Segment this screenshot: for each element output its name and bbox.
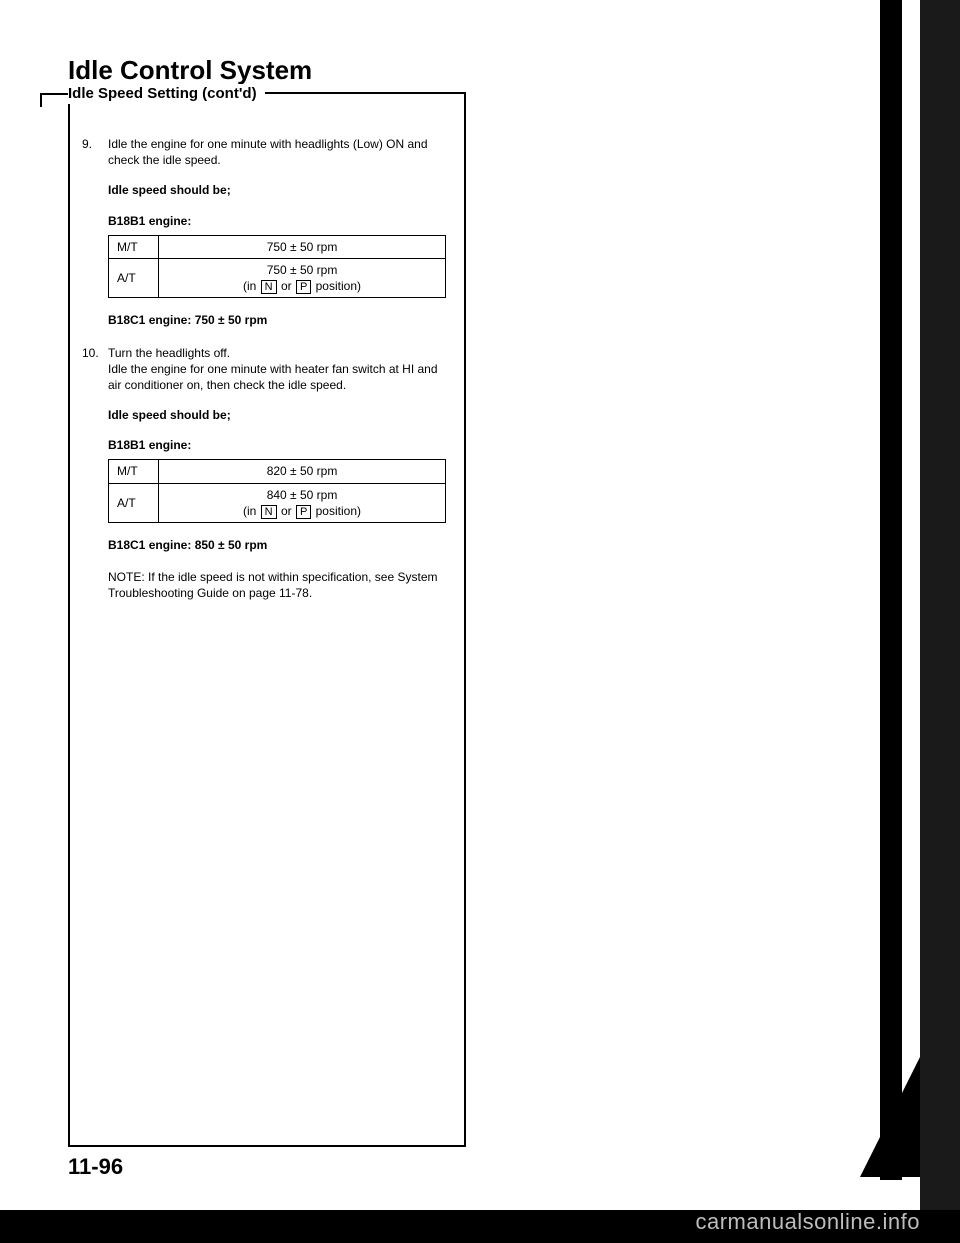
title-connector-h bbox=[40, 93, 70, 95]
table-row: M/T 750 ± 50 rpm bbox=[109, 235, 446, 258]
mt-value: 750 ± 50 rpm bbox=[159, 235, 446, 258]
at-value: 750 ± 50 rpm (in N or P position) bbox=[159, 258, 446, 297]
page-number: 11-96 bbox=[68, 1154, 123, 1180]
at-post: position) bbox=[312, 504, 361, 518]
scan-edge bbox=[880, 0, 902, 1180]
mt-label: M/T bbox=[109, 460, 159, 483]
step-10-engine1-label: B18B1 engine: bbox=[108, 437, 450, 453]
n-box: N bbox=[261, 505, 277, 519]
step-10-text: Turn the headlights off. Idle the engine… bbox=[108, 345, 450, 394]
step-9-engine1-label: B18B1 engine: bbox=[108, 213, 450, 229]
watermark: carmanualsonline.info bbox=[695, 1209, 920, 1235]
p-box: P bbox=[296, 505, 311, 519]
table-row: M/T 820 ± 50 rpm bbox=[109, 460, 446, 483]
table-row: A/T 840 ± 50 rpm (in N or P position) bbox=[109, 483, 446, 522]
page: Idle Control System Idle Speed Setting (… bbox=[0, 0, 920, 1210]
step-10-speed-label: Idle speed should be; bbox=[108, 407, 450, 423]
step-10: 10. Turn the headlights off. Idle the en… bbox=[108, 345, 450, 602]
step-10-note: NOTE: If the idle speed is not within sp… bbox=[108, 569, 450, 601]
at-mid: or bbox=[278, 279, 295, 293]
at-line1: 750 ± 50 rpm bbox=[267, 263, 338, 277]
at-pre: (in bbox=[243, 279, 260, 293]
mt-value: 820 ± 50 rpm bbox=[159, 460, 446, 483]
table-row: A/T 750 ± 50 rpm (in N or P position) bbox=[109, 258, 446, 297]
section-box: Idle Speed Setting (cont'd) 9. Idle the … bbox=[68, 92, 466, 1147]
step-9-table: M/T 750 ± 50 rpm A/T 750 ± 50 rpm (in N … bbox=[108, 235, 446, 299]
title-connector-v bbox=[40, 93, 42, 107]
step-9-engine2-line: B18C1 engine: 750 ± 50 rpm bbox=[108, 312, 450, 328]
at-value: 840 ± 50 rpm (in N or P position) bbox=[159, 483, 446, 522]
at-post: position) bbox=[312, 279, 361, 293]
mt-label: M/T bbox=[109, 235, 159, 258]
at-pre: (in bbox=[243, 504, 260, 518]
at-label: A/T bbox=[109, 258, 159, 297]
at-line1: 840 ± 50 rpm bbox=[267, 488, 338, 502]
n-box: N bbox=[261, 280, 277, 294]
at-mid: or bbox=[278, 504, 295, 518]
p-box: P bbox=[296, 280, 311, 294]
section-title: Idle Speed Setting (cont'd) bbox=[68, 84, 265, 104]
step-10-table: M/T 820 ± 50 rpm A/T 840 ± 50 rpm (in N … bbox=[108, 459, 446, 523]
step-10-number: 10. bbox=[82, 345, 99, 361]
step-9: 9. Idle the engine for one minute with h… bbox=[108, 136, 450, 329]
step-9-number: 9. bbox=[82, 136, 92, 152]
at-label: A/T bbox=[109, 483, 159, 522]
step-9-text: Idle the engine for one minute with head… bbox=[108, 136, 450, 168]
step-9-speed-label: Idle speed should be; bbox=[108, 182, 450, 198]
page-title: Idle Control System bbox=[68, 55, 920, 86]
step-10-engine2-line: B18C1 engine: 850 ± 50 rpm bbox=[108, 537, 450, 553]
